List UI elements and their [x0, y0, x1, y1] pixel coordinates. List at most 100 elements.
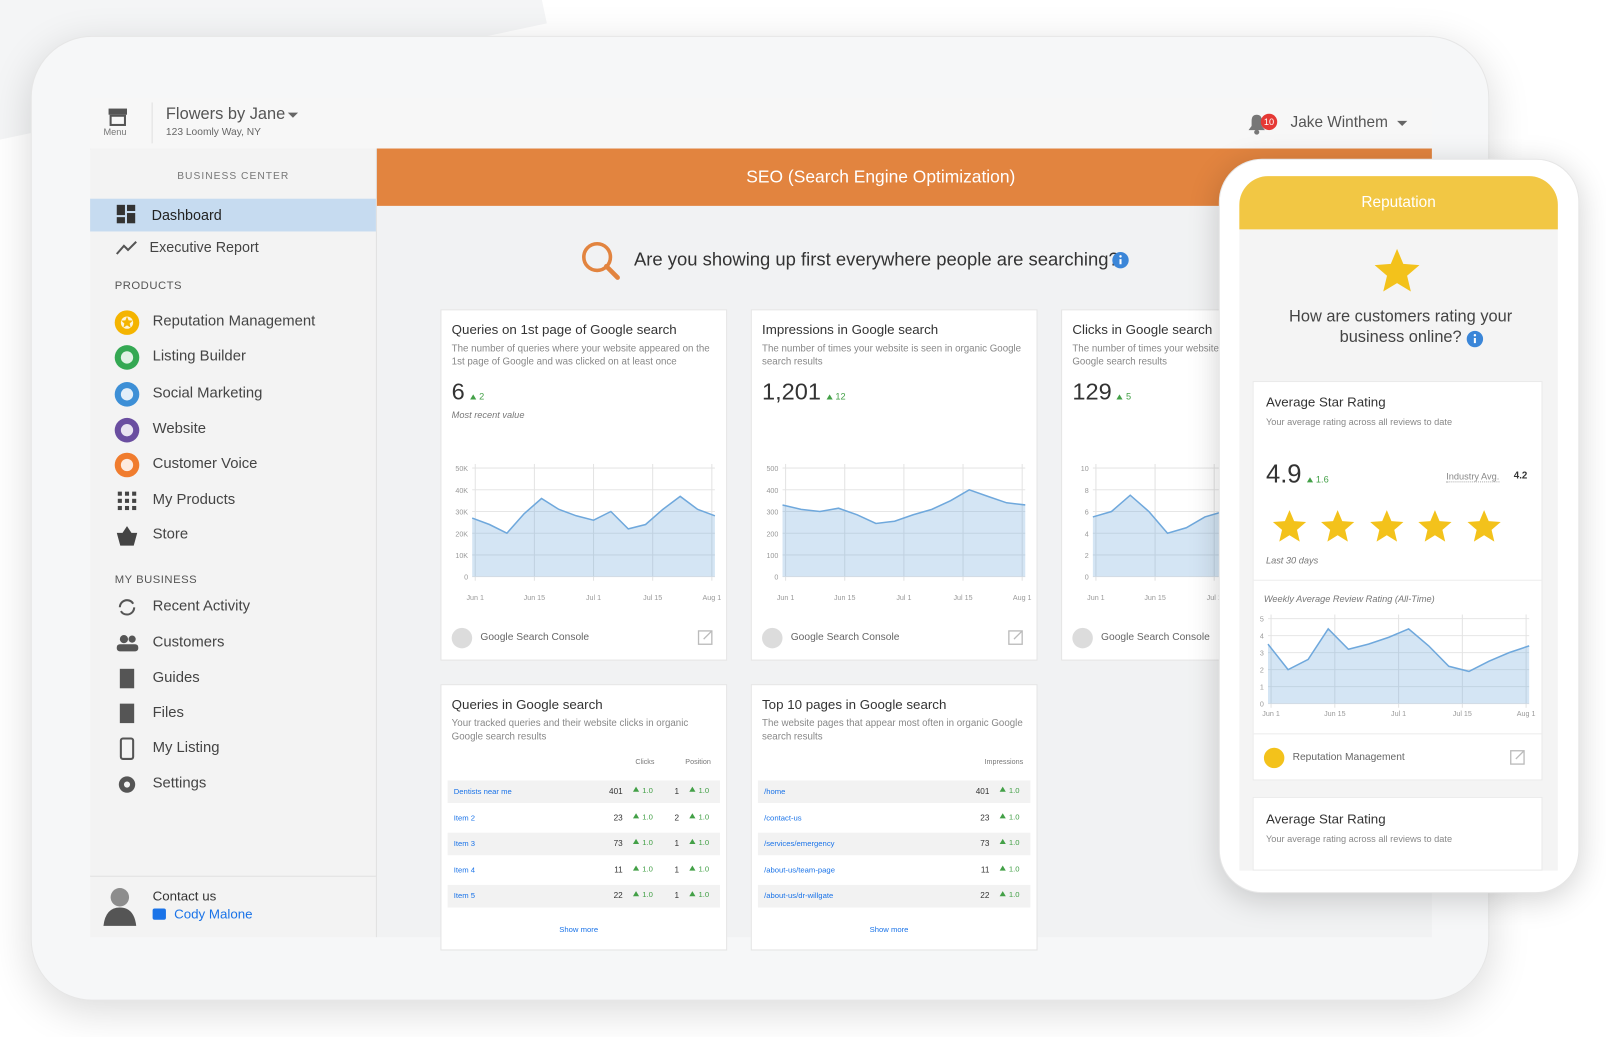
show-more[interactable]: Show more — [559, 924, 599, 935]
user-name[interactable]: Jake Winthem — [1290, 113, 1388, 132]
card-description: The number of queries where your website… — [451, 343, 710, 368]
y-tick-label: 0 — [464, 574, 468, 582]
table-link[interactable]: /about-us/team-page — [764, 864, 835, 875]
nav-item[interactable]: Social Marketing — [152, 385, 263, 402]
reputation-header — [1239, 176, 1558, 230]
source-icon — [762, 627, 783, 649]
y-tick-label: 40K — [455, 487, 468, 495]
nav-item[interactable]: Guides — [152, 669, 200, 687]
up-arrow — [999, 838, 1006, 844]
nav-item[interactable]: Files — [152, 704, 184, 722]
metric-value: 129 — [1072, 377, 1112, 405]
nav-item[interactable]: Website — [152, 420, 206, 438]
change-value: 1.0 — [642, 890, 653, 900]
info-dot — [1119, 255, 1122, 258]
change-value: 1.0 — [642, 837, 653, 848]
open-link[interactable] — [697, 630, 714, 646]
y-tick-label: 400 — [766, 487, 778, 495]
contact-label: Contact us — [152, 888, 217, 904]
card-description: Your average rating across all reviews t… — [1265, 833, 1453, 844]
table-value: 1 — [674, 838, 680, 849]
x-tick-label: Jun 1 — [1087, 594, 1105, 602]
table-link[interactable]: /about-us/dr-willgate — [764, 891, 834, 901]
nav-item[interactable]: Store — [152, 526, 189, 543]
table-link[interactable]: Item 2 — [453, 812, 476, 822]
y-tick-label: 300 — [766, 509, 778, 517]
nav-icon — [119, 668, 135, 689]
y-tick-label: 0 — [1085, 574, 1089, 582]
avatar-body — [103, 907, 137, 926]
basket — [116, 526, 138, 546]
y-tick-label: 0 — [1260, 701, 1264, 709]
table-link[interactable]: /services/emergency — [764, 838, 835, 849]
nav-item[interactable]: Dashboard — [151, 206, 222, 224]
person — [119, 635, 129, 644]
sidebar-divider — [90, 875, 376, 877]
icon-inner — [120, 424, 134, 437]
x-tick-label: Jun 15 — [1324, 710, 1346, 718]
link-box — [1008, 630, 1023, 645]
nav-item[interactable]: Customers — [152, 633, 225, 651]
table-link[interactable]: /home — [764, 786, 786, 796]
nav-item[interactable]: Listing Builder — [152, 348, 246, 365]
show-more[interactable]: Show more — [869, 924, 909, 935]
nav-item[interactable]: Customer Voice — [152, 455, 258, 473]
table-link[interactable]: Dentists near me — [453, 786, 512, 796]
nav-item[interactable]: Reputation Management — [152, 313, 316, 330]
x-tick-label: Jul 15 — [1453, 710, 1472, 718]
nav-icon — [118, 599, 136, 616]
y-tick-label: 8 — [1085, 487, 1089, 495]
nav-item[interactable]: My Listing — [152, 739, 220, 756]
contact-name[interactable]: Cody Malone — [174, 906, 253, 922]
menu-label[interactable]: Menu — [103, 127, 127, 138]
table-link[interactable]: Item 5 — [453, 891, 476, 901]
nav-item[interactable]: Executive Report — [149, 238, 259, 256]
up-arrow — [632, 786, 640, 792]
open-link[interactable] — [1008, 630, 1024, 646]
grid-dot — [132, 491, 137, 496]
value-row: 1,201 12 — [762, 378, 846, 406]
table-link[interactable]: Item 4 — [453, 864, 476, 875]
nav-icon — [118, 776, 136, 793]
star — [1370, 510, 1404, 542]
metric-change: 1.6 — [1315, 474, 1329, 485]
card-divider — [1253, 733, 1542, 735]
x-tick-label: Jul 1 — [896, 594, 911, 602]
table-link[interactable]: /contact-us — [764, 812, 802, 822]
table-change: 1.0 — [995, 812, 1020, 821]
table-value: 1 — [674, 891, 680, 901]
tile — [116, 217, 125, 224]
x-tick-label: Jun 15 — [524, 594, 546, 602]
x-tick-label: Jun 15 — [834, 594, 856, 602]
table-change: 1.0 — [684, 864, 709, 873]
line — [1267, 627, 1530, 673]
card-title: Average Star Rating — [1265, 394, 1386, 410]
business-name[interactable]: Flowers by Jane — [165, 105, 286, 123]
table-link[interactable]: Item 3 — [453, 838, 476, 849]
up-arrow — [689, 786, 696, 792]
x-tick-label: Jun 15 — [1144, 594, 1166, 602]
x-tick-label: Jul 1 — [1391, 710, 1406, 718]
nav-item[interactable]: Recent Activity — [152, 598, 251, 615]
star — [1467, 510, 1501, 542]
table-change: 1.0 — [684, 890, 709, 899]
change-value: 1.0 — [1008, 785, 1020, 795]
source-icon — [1263, 747, 1285, 769]
y-tick-label: 50K — [455, 465, 468, 473]
metric-change: 12 — [835, 391, 846, 402]
y-tick-label: 2 — [1260, 667, 1264, 675]
table-change: 1.0 — [995, 786, 1020, 795]
up-arrow — [999, 864, 1006, 871]
change-value: 1.0 — [642, 811, 653, 821]
phone — [119, 737, 135, 760]
card-title: Average Star Rating — [1265, 811, 1386, 827]
metric-change: 2 — [479, 391, 485, 402]
nav-item[interactable]: My Products — [152, 491, 236, 509]
open-link[interactable] — [1510, 750, 1526, 766]
reputation-title: Reputation — [1361, 193, 1436, 211]
table-value: 11 — [614, 864, 623, 875]
table-change: 1.0 — [628, 812, 653, 821]
nav-item[interactable]: Settings — [152, 775, 207, 792]
bodies — [116, 644, 139, 652]
lens — [582, 241, 613, 273]
